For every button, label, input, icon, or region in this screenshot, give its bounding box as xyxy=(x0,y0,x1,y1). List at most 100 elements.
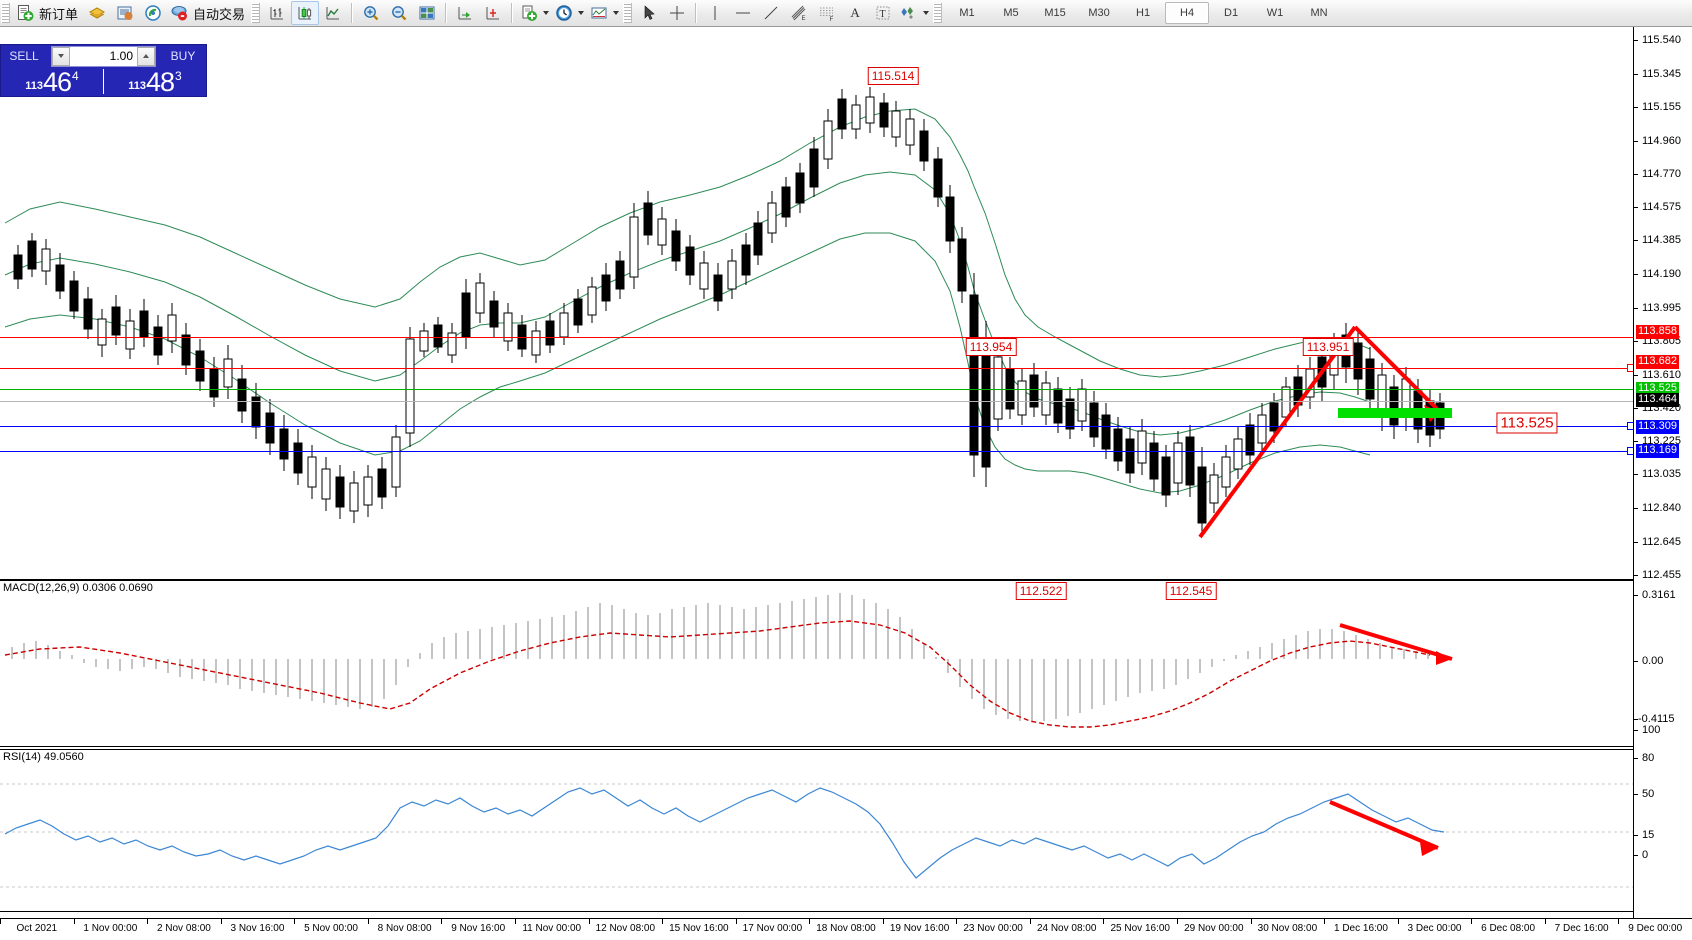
price-tag-last-price[interactable]: 113.464 xyxy=(1636,393,1679,408)
zoom-in-button[interactable] xyxy=(357,1,385,25)
timeframe-m1[interactable]: M1 xyxy=(959,7,975,19)
text-label-button[interactable]: T xyxy=(869,1,897,25)
timeframe-d1[interactable]: D1 xyxy=(1224,7,1239,19)
zoom-in-icon xyxy=(364,6,379,21)
bar-chart-button[interactable] xyxy=(263,1,291,25)
templates-caret-icon[interactable] xyxy=(613,11,620,15)
buy-button[interactable]: BUY xyxy=(170,49,196,63)
zoom-out-button[interactable] xyxy=(385,1,413,25)
price-annotation[interactable]: 112.522 xyxy=(1015,582,1067,600)
vline-button[interactable] xyxy=(701,1,729,25)
signals-button[interactable] xyxy=(139,1,167,25)
time-tick-label: 29 Nov 00:00 xyxy=(1184,923,1244,934)
axis-tick xyxy=(1634,595,1638,596)
fibonacci-button[interactable]: F xyxy=(813,1,841,25)
crosshair-button[interactable] xyxy=(663,1,691,25)
time-tick-label: 9 Nov 16:00 xyxy=(451,923,506,934)
axis-tick xyxy=(1634,240,1638,242)
text-button[interactable]: A xyxy=(850,5,860,20)
autotrading-label: 自动交易 xyxy=(193,7,246,23)
add-indicator-icon xyxy=(522,5,538,21)
autotrading-button[interactable]: 自动交易 xyxy=(167,1,250,25)
signals-icon xyxy=(145,5,161,21)
time-tick xyxy=(662,919,664,924)
sell-button[interactable]: SELL xyxy=(9,49,39,63)
timeframe-m5[interactable]: M5 xyxy=(1003,7,1019,19)
axis-tick xyxy=(1634,542,1638,544)
briefcase-button[interactable] xyxy=(83,1,111,25)
toolbar-grip-4[interactable] xyxy=(933,3,943,23)
timeframe-h4[interactable]: H4 xyxy=(1165,2,1210,24)
volume-value[interactable]: 1.00 xyxy=(109,49,133,63)
templates-button[interactable] xyxy=(587,1,622,25)
volume-stepper[interactable]: 1.00 xyxy=(51,45,156,67)
price-annotation[interactable]: 115.514 xyxy=(867,67,919,85)
line-chart-button[interactable] xyxy=(319,1,347,25)
volume-increment-button[interactable] xyxy=(137,46,155,66)
shapes-caret-icon[interactable] xyxy=(923,11,930,15)
auto-scroll-button[interactable] xyxy=(479,1,507,25)
toolbar-grip-3[interactable] xyxy=(623,3,633,23)
price-axis[interactable]: 115.540 115.345 115.155 114.960 114.770 114.5… xyxy=(1633,27,1692,918)
one-click-trading-panel[interactable]: SELL 1.00 BUY 113 46 4 113 48 3 xyxy=(0,44,207,97)
toolbar-grip-2[interactable] xyxy=(251,3,261,23)
macd-tick-label: 0.3161 xyxy=(1642,589,1676,601)
rsi-pane[interactable]: RSI(14) 49.0560 xyxy=(0,749,1633,912)
buy-price[interactable]: 113 48 3 xyxy=(104,67,206,96)
price-annotation[interactable]: 113.525 xyxy=(1496,412,1558,434)
hline-button[interactable] xyxy=(729,1,757,25)
axis-tick xyxy=(1634,758,1638,759)
axis-tick xyxy=(1634,374,1638,376)
candlestick-button[interactable] xyxy=(291,1,320,25)
level-line-113858[interactable] xyxy=(0,337,1633,338)
price-tag-support-blue[interactable]: 113.169 xyxy=(1636,444,1679,459)
volume-decrement-button[interactable] xyxy=(52,46,70,66)
time-tick xyxy=(0,919,1,924)
timeframe-h1[interactable]: H1 xyxy=(1136,7,1151,19)
price-tag-resistance[interactable]: 113.858 xyxy=(1636,324,1679,339)
add-indicator-button[interactable] xyxy=(517,1,552,25)
axis-tick xyxy=(1634,508,1638,510)
chart-canvas[interactable]: MACD(12,26,9) 0.0306 0.0690 xyxy=(0,27,1692,918)
equidistant-channel-button[interactable]: E xyxy=(785,1,813,25)
price-annotation[interactable]: 112.545 xyxy=(1165,582,1217,600)
timeframe-m30[interactable]: M30 xyxy=(1088,7,1110,19)
level-line-113682[interactable] xyxy=(0,368,1633,369)
new-order-button[interactable]: 新订单 xyxy=(13,1,83,25)
price-tag-support-green[interactable]: 113.525 xyxy=(1636,382,1679,397)
add-indicator-caret-icon[interactable] xyxy=(543,11,550,15)
timeframe-mn[interactable]: MN xyxy=(1310,7,1328,19)
time-tick-label: 8 Nov 08:00 xyxy=(377,923,432,934)
price-tag-support-blue[interactable]: 113.309 xyxy=(1636,419,1679,434)
rsi-tick-label: 100 xyxy=(1642,724,1661,736)
new-order-label: 新订单 xyxy=(39,7,79,23)
timeframe-w1[interactable]: W1 xyxy=(1266,7,1284,19)
period-button[interactable] xyxy=(552,1,587,25)
news-button[interactable] xyxy=(111,1,139,25)
period-caret-icon[interactable] xyxy=(578,11,585,15)
trendline-button[interactable] xyxy=(757,1,785,25)
macd-pane[interactable]: MACD(12,26,9) 0.0306 0.0690 xyxy=(0,580,1633,747)
time-tick-label: 5 Nov 00:00 xyxy=(304,923,358,934)
price-pane[interactable] xyxy=(0,27,1633,580)
level-line-113525[interactable] xyxy=(0,389,1633,390)
time-axis[interactable]: Oct 2021 1 Nov 00:00 2 Nov 08:00 3 Nov 16:0… xyxy=(0,918,1692,940)
toolbar-grip[interactable] xyxy=(1,3,10,23)
shapes-button[interactable] xyxy=(897,1,932,25)
sell-price-mid: 46 xyxy=(43,67,72,97)
axis-tick xyxy=(1634,794,1638,795)
price-annotation[interactable]: 113.951 xyxy=(1302,338,1354,356)
cursor-button[interactable] xyxy=(635,1,663,25)
level-line-113309[interactable] xyxy=(0,426,1633,427)
time-tick xyxy=(1618,919,1620,924)
level-line-113169[interactable] xyxy=(0,451,1633,452)
templates-icon xyxy=(591,7,607,19)
time-tick-label: 11 Nov 00:00 xyxy=(522,923,582,934)
grid-button[interactable] xyxy=(413,1,441,25)
shift-end-button[interactable] xyxy=(451,1,479,25)
timeframe-m15[interactable]: M15 xyxy=(1044,7,1066,19)
price-annotation[interactable]: 113.954 xyxy=(965,338,1017,356)
oct-top-row: SELL 1.00 BUY xyxy=(1,45,206,67)
price-tag-resistance[interactable]: 113.682 xyxy=(1636,355,1679,370)
sell-price[interactable]: 113 46 4 xyxy=(1,67,103,96)
